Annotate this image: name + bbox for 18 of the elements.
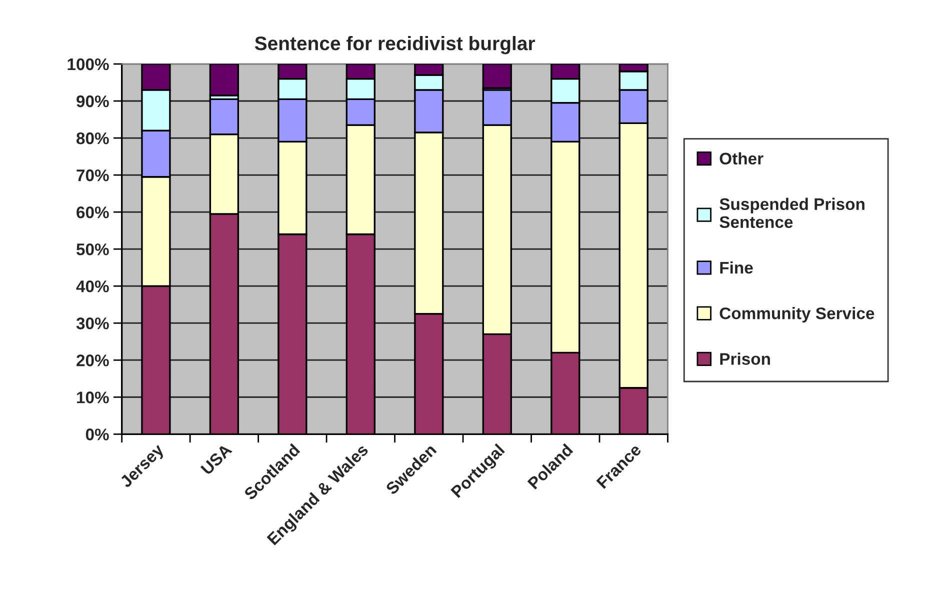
y-tick-label: 100%	[68, 58, 109, 70]
y-tick-label: 50%	[76, 243, 109, 256]
y-tick-label: 70%	[76, 169, 109, 182]
legend-label: Other	[720, 152, 764, 165]
y-tick-label: 20%	[76, 354, 109, 366]
y-tick-label: 10%	[77, 392, 109, 404]
legend-label: Community Service	[720, 307, 874, 323]
y-tick-label: 0%	[86, 428, 109, 440]
y-tick-label: 80%	[76, 132, 109, 144]
y-tick-label: 30%	[76, 318, 109, 330]
x-tick-label: USA	[200, 443, 233, 476]
y-tick-label: 40%	[76, 280, 109, 292]
legend-label: Suspended Prison Sentence	[720, 198, 864, 228]
y-tick-label: 90%	[76, 95, 109, 108]
y-tick-label: 60%	[76, 206, 109, 218]
legend-label: Prison	[720, 352, 770, 365]
chart-title: Sentence for recidivist burglar	[254, 36, 535, 54]
legend-label: Fine	[720, 261, 753, 274]
